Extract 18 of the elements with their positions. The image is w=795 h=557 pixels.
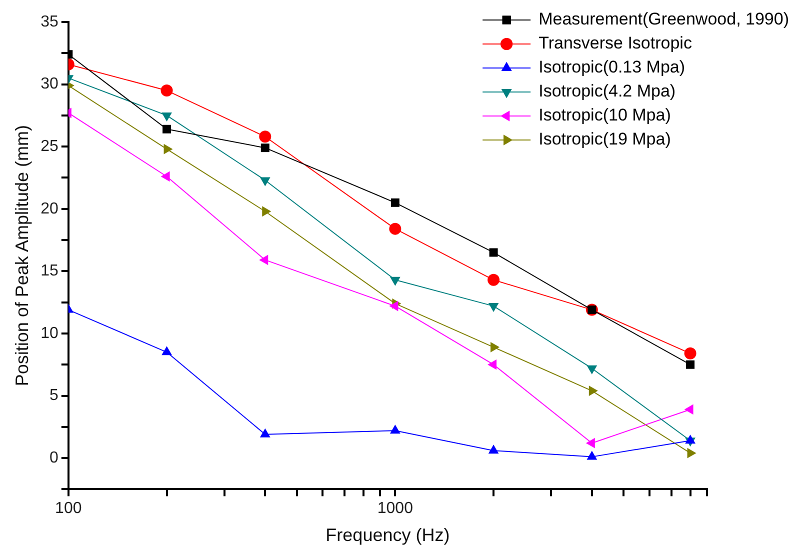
x-tick-label: 1000 [377, 500, 414, 518]
legend-label: Isotropic(19 Mpa) [538, 130, 671, 149]
y-axis-title: Position of Peak Amplitude (mm) [12, 125, 32, 386]
y-tick-label: 15 [40, 262, 58, 280]
y-tick-label: 20 [40, 200, 58, 218]
x-axis-title: Frequency (Hz) [326, 525, 450, 546]
x-tick-label: 100 [55, 500, 82, 518]
legend-label: Measurement(Greenwood, 1990) [538, 10, 790, 29]
legend-label: Isotropic(0.13 Mpa) [538, 58, 686, 77]
y-tick-label: 5 [49, 387, 58, 404]
legend-label: Isotropic(4.2 Mpa) [538, 82, 676, 101]
y-tick-label: 35 [40, 13, 58, 30]
legend-label: Transverse Isotropic [538, 34, 692, 53]
legend-label: Isotropic(10 Mpa) [538, 106, 671, 125]
y-tick-label: 25 [40, 138, 58, 155]
y-tick-label: 0 [49, 449, 58, 466]
y-tick-label: 30 [40, 76, 58, 93]
y-tick-label: 10 [40, 324, 58, 342]
